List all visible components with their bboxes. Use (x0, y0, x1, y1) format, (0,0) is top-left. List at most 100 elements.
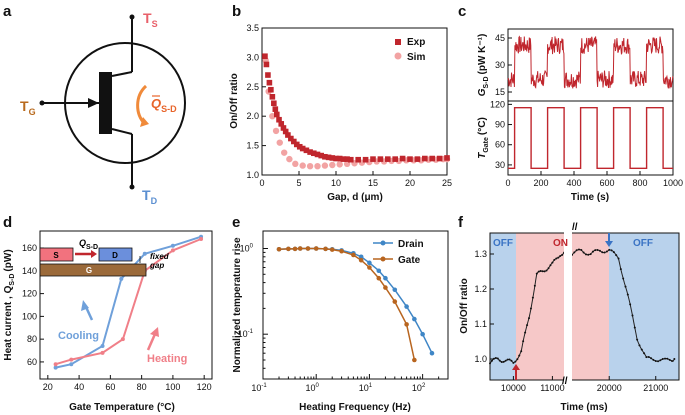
d-xtick-label: 60 (105, 382, 115, 392)
exp-point (280, 125, 287, 131)
panel-f-xlabel: Time (ms) (560, 402, 607, 413)
ratio-point (673, 358, 676, 360)
panel-b-xlabel: Gap, d (μm) (327, 192, 383, 203)
heating-label: Heating (147, 353, 187, 365)
drain-temperature-label: TD (142, 187, 158, 206)
exp-point (307, 149, 313, 155)
exp-point (322, 153, 328, 160)
exp-point (385, 156, 391, 162)
ratio-point (535, 272, 538, 275)
d-ylabel-unit: (pW) (3, 249, 14, 271)
heat-flow-arrow (136, 84, 148, 126)
e-xtick-exponent: 0 (316, 383, 320, 389)
b-xtick-label: 20 (405, 178, 415, 188)
cooling-label: Cooling (58, 330, 99, 342)
exp-point (348, 156, 354, 163)
legend-exp-label: Exp (407, 37, 425, 48)
panel-e-frame (262, 230, 449, 380)
heating-point (170, 248, 175, 253)
panel-c-bottom-frame (507, 100, 674, 176)
exp-point (262, 53, 268, 60)
d-ytick-label: 80 (27, 334, 37, 344)
panel-c-xlabel: Time (s) (571, 192, 609, 203)
panel-e-ylabel: Normalized temperature rise (232, 237, 243, 372)
f-xtick-label: 10000 (501, 383, 526, 393)
ratio-point (584, 253, 587, 256)
sim-point (299, 162, 306, 169)
ratio-point (498, 359, 501, 362)
gate-point (412, 357, 417, 363)
cooling-point (100, 343, 105, 348)
d-xlabel-unit: (°C) (157, 402, 175, 413)
ratio-point (671, 359, 674, 362)
ratio-point (633, 326, 636, 329)
exp-point (325, 154, 332, 161)
c-xtick-label: 600 (599, 178, 614, 188)
gate-point (351, 252, 356, 258)
ratio-point (605, 250, 608, 253)
heat-current-label: QS-D (151, 96, 177, 114)
legend-sim-label: Sim (407, 52, 425, 63)
off-region-2 (609, 233, 679, 380)
ratio-point (520, 350, 523, 353)
d-ytick-label: 160 (22, 243, 37, 253)
ratio-point (573, 251, 576, 254)
ratio-point (626, 293, 629, 296)
exp-point (311, 150, 317, 157)
g-sd-trace (507, 35, 674, 89)
inset-drain-block (98, 247, 133, 262)
d-ytick-label: 140 (22, 266, 37, 276)
tg-main: T (20, 98, 29, 114)
sim-point (281, 149, 288, 156)
ratio-point (591, 250, 594, 253)
e-ytick-label: 100 (240, 243, 254, 253)
d-xlabel-main: Gate Temperature (69, 402, 154, 413)
exp-point (266, 79, 273, 86)
d-xtick-label: 80 (137, 382, 147, 392)
exp-point (272, 106, 279, 112)
b-ytick-label: 1.0 (246, 170, 259, 180)
axis-break-bottom-icon: // (562, 376, 568, 387)
panel-f-ticks: 10000 11000 20000 21000 1.0 1.1 1.2 1.3 (474, 249, 668, 393)
ratio-point (652, 358, 655, 361)
b-xtick-label: 25 (442, 178, 452, 188)
exp-point (318, 152, 324, 159)
panel-f-chart: 10000 11000 20000 21000 1.0 1.1 1.2 1.3 // // O… (459, 222, 680, 413)
heating-point (120, 337, 125, 342)
ratio-point (510, 359, 513, 362)
gate-arrow-icon (88, 98, 99, 108)
tg-sub: G (29, 107, 36, 117)
off-label-left: OFF (493, 238, 513, 249)
ratio-point (619, 268, 622, 271)
d-xtick-label: 20 (43, 382, 53, 392)
gate-point (313, 246, 319, 251)
sim-point (321, 162, 329, 169)
sim-point (306, 162, 314, 170)
ratio-point (502, 360, 505, 363)
drain-point (376, 268, 382, 274)
on-switch-arrowhead-icon (512, 364, 520, 370)
on-label: ON (553, 238, 568, 249)
ratio-point (514, 360, 517, 363)
heat-flow-arrowhead-icon (140, 117, 149, 127)
ratio-point (659, 359, 662, 362)
c-xtick-label: 0 (505, 178, 510, 188)
drain-point (420, 331, 425, 337)
drain-point (383, 275, 388, 281)
ratio-point (531, 296, 534, 299)
sim-point (314, 162, 321, 170)
ratio-point (533, 284, 536, 287)
ratio-point (666, 357, 669, 360)
ratio-point (617, 257, 620, 260)
e-xtick-exponent: 2 (422, 383, 426, 389)
exp-point (333, 155, 339, 162)
c-bottom-ytick-label: 60 (495, 140, 505, 150)
ratio-point (489, 362, 491, 365)
panel-f-ylabel: On/Off ratio (459, 278, 470, 334)
ratio-point (645, 356, 648, 359)
legend-sim-marker (394, 52, 402, 60)
c-xtick-label: 1000 (663, 178, 683, 188)
ratio-point (608, 248, 611, 251)
sim-point (272, 127, 280, 135)
